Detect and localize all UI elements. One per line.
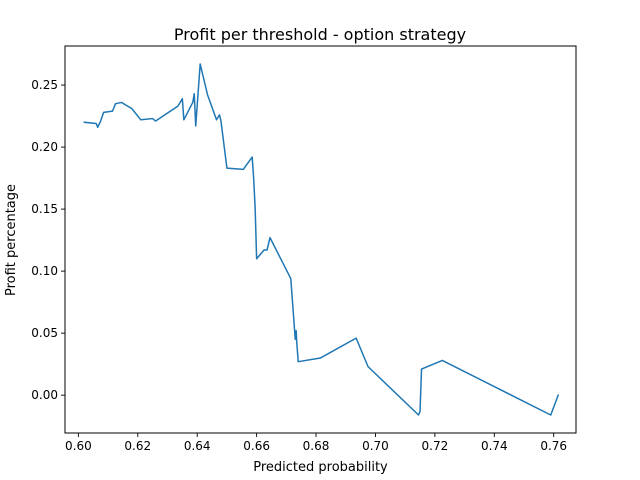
x-tick-label: 0.76 xyxy=(540,439,567,453)
y-tick-label: 0.05 xyxy=(31,326,58,340)
x-tick-label: 0.74 xyxy=(481,439,508,453)
x-tick-label: 0.66 xyxy=(243,439,270,453)
x-tick-label: 0.64 xyxy=(184,439,211,453)
y-tick-label: 0.00 xyxy=(31,388,58,402)
y-axis-label: Profit percentage xyxy=(4,184,19,296)
x-tick-label: 0.70 xyxy=(362,439,389,453)
chart-title: Profit per threshold - option strategy xyxy=(174,25,466,44)
x-tick-label: 0.68 xyxy=(303,439,330,453)
y-tick-label: 0.15 xyxy=(31,202,58,216)
y-tick-label: 0.10 xyxy=(31,264,58,278)
y-axis-ticks: 0.00 0.05 0.10 0.15 0.20 0.25 xyxy=(31,78,65,402)
x-tick-label: 0.60 xyxy=(65,439,92,453)
x-tick-label: 0.72 xyxy=(422,439,449,453)
y-tick-label: 0.25 xyxy=(31,78,58,92)
x-tick-label: 0.62 xyxy=(124,439,151,453)
y-tick-label: 0.20 xyxy=(31,140,58,154)
x-axis-ticks: 0.60 0.62 0.64 0.66 0.68 0.70 0.72 0.74 0.76 xyxy=(65,433,567,453)
plot-area-frame xyxy=(64,45,577,434)
x-axis-label: Predicted probability xyxy=(253,460,388,475)
series-line xyxy=(83,63,560,416)
